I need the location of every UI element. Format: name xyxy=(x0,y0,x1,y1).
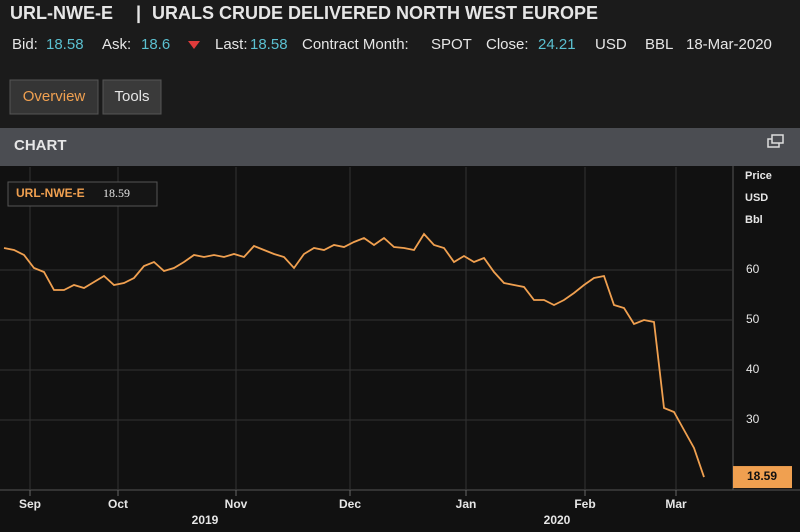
axis-title: Bbl xyxy=(745,214,763,226)
plot xyxy=(0,167,733,490)
currency: USD xyxy=(595,36,627,53)
legend-name: URL-NWE-E xyxy=(16,186,85,200)
quote-label: Close: xyxy=(486,36,529,53)
popout-icon[interactable] xyxy=(767,134,784,148)
panel-title: CHART xyxy=(14,137,67,154)
tab[interactable] xyxy=(102,79,162,115)
quote-label: Bid: xyxy=(12,36,38,53)
title: URALS CRUDE DELIVERED NORTH WEST EUROPE xyxy=(152,3,598,23)
year-label: 2020 xyxy=(544,513,571,527)
quote-value: 18.58 xyxy=(46,36,84,53)
quote-label: Last: xyxy=(215,36,248,53)
last-value-label: 18.59 xyxy=(747,469,777,483)
plot-background xyxy=(0,166,800,532)
quote-label: Ask: xyxy=(102,36,131,53)
panel-header xyxy=(0,128,800,166)
tab-label[interactable]: Overview xyxy=(23,88,86,105)
down-arrow xyxy=(188,41,200,49)
y-tick-label: 40 xyxy=(746,362,760,376)
quote-value: 18.6 xyxy=(141,36,170,53)
axis-title: USD xyxy=(745,192,768,204)
quote-value: 18.58 xyxy=(250,36,288,53)
axis-title: Price xyxy=(745,170,772,182)
x-tick-label: Sep xyxy=(19,497,41,511)
last-value-box xyxy=(733,466,792,489)
x-tick-label: Feb xyxy=(574,497,595,511)
tab-label[interactable]: Tools xyxy=(114,88,149,105)
ric: URL-NWE-E xyxy=(10,3,113,23)
separator: | xyxy=(136,3,141,23)
x-tick-label: Nov xyxy=(225,497,248,511)
y-tick-label: 60 xyxy=(746,262,760,276)
x-tick-label: Dec xyxy=(339,497,361,511)
y-tick-label: 50 xyxy=(746,312,760,326)
quote-label: Contract Month: xyxy=(302,36,409,53)
price-line xyxy=(3,232,705,478)
quote-value: 24.21 xyxy=(538,36,576,53)
legend-value: 18.59 xyxy=(103,186,130,200)
y-tick-label: 30 xyxy=(746,412,760,426)
year-label: 2019 xyxy=(192,513,219,527)
x-tick-label: Mar xyxy=(665,497,687,511)
quote-value: SPOT xyxy=(431,36,472,53)
tab[interactable] xyxy=(9,79,99,115)
x-tick-label: Oct xyxy=(108,497,128,511)
legend xyxy=(7,181,158,207)
date: 18-Mar-2020 xyxy=(686,36,772,53)
unit: BBL xyxy=(645,36,673,53)
x-tick-label: Jan xyxy=(456,497,477,511)
